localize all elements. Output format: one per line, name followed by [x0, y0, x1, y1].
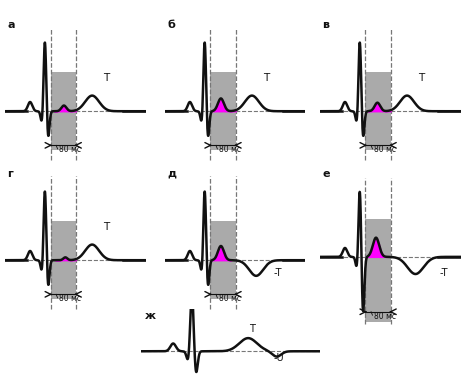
Text: T: T — [249, 324, 255, 334]
Text: б: б — [167, 20, 175, 30]
Bar — [366, 72, 391, 150]
Text: 80 мс: 80 мс — [219, 146, 241, 154]
Bar — [51, 221, 76, 299]
Bar — [211, 221, 235, 299]
Text: -T: -T — [273, 268, 282, 278]
Text: T: T — [418, 73, 424, 83]
Text: -U: -U — [273, 353, 284, 363]
Bar — [366, 219, 391, 322]
Bar — [51, 72, 76, 150]
Text: в: в — [322, 20, 329, 30]
Text: а: а — [8, 20, 15, 30]
Text: T: T — [103, 73, 110, 83]
Text: 80 мс: 80 мс — [219, 295, 241, 303]
Text: 80 мс: 80 мс — [374, 312, 396, 320]
Bar — [211, 72, 235, 150]
Text: д: д — [167, 169, 176, 179]
Text: -T: -T — [439, 268, 448, 278]
Text: 80 мс: 80 мс — [59, 146, 81, 154]
Text: T: T — [263, 73, 269, 83]
Text: 80 мс: 80 мс — [59, 295, 81, 303]
Text: ж: ж — [145, 311, 156, 322]
Text: 80 мс: 80 мс — [374, 146, 396, 154]
Text: г: г — [8, 169, 13, 179]
Text: е: е — [322, 169, 330, 179]
Text: T: T — [103, 222, 110, 232]
